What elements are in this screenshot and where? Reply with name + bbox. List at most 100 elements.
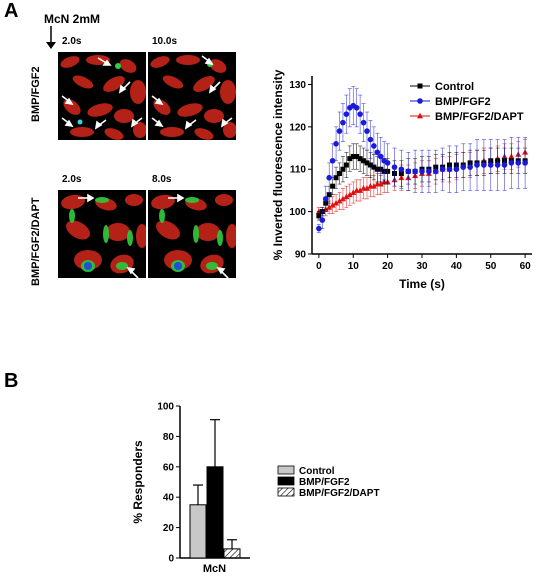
y-tick-label: 120 <box>289 122 306 133</box>
image-time-label: 8.0s <box>152 174 172 185</box>
row-label-bmp-fgf2-dapt: BMP/FGF2/DAPT <box>30 197 42 286</box>
x-tick-label: 60 <box>520 261 532 272</box>
data-point <box>412 168 418 175</box>
y-tick-label: 100 <box>289 207 306 218</box>
image-time-label: 10.0s <box>152 36 178 47</box>
legend-swatch <box>277 487 295 497</box>
data-point <box>453 166 460 173</box>
x-tick-label: 50 <box>485 261 497 272</box>
data-point <box>371 143 377 149</box>
y-axis-label: % Inverted fluorescence intensity <box>271 69 285 260</box>
legend-swatch <box>277 476 295 486</box>
row-label-bmp-fgf2: BMP/FGF2 <box>30 66 42 122</box>
data-point <box>364 160 370 166</box>
y-tick-label: 100 <box>157 402 174 413</box>
data-point <box>337 170 342 176</box>
micrograph-bmp-fgf2-t2: 10.0s <box>148 36 237 140</box>
y-tick-label: 60 <box>163 462 175 473</box>
data-point <box>336 197 343 204</box>
micrograph-image <box>148 52 237 140</box>
data-point <box>340 119 346 126</box>
micrograph-image <box>58 52 147 140</box>
data-point <box>417 83 423 89</box>
bar-bmp-fgf2 <box>206 466 224 559</box>
bar-control <box>189 504 207 559</box>
data-point <box>364 185 370 191</box>
stimulus-arrow-icon <box>46 26 56 49</box>
data-point <box>329 202 336 208</box>
data-point <box>357 187 364 193</box>
legend-label: BMP/FGF2 <box>435 96 491 108</box>
data-point <box>343 111 350 117</box>
y-tick-label: 90 <box>295 250 307 261</box>
line-chart: 90 100 110 120 130 0 10 20 30 40 50 60 Time (s) % Inv… <box>271 69 532 291</box>
x-tick-label: 10 <box>348 261 360 272</box>
y-tick-label: 110 <box>290 165 307 176</box>
data-point <box>326 192 332 198</box>
bar-bmp-fgf2-dapt <box>223 548 241 559</box>
data-point <box>326 204 333 210</box>
data-point <box>350 154 356 160</box>
data-point <box>405 168 412 175</box>
data-point <box>384 160 391 166</box>
y-tick-label: 0 <box>168 554 174 565</box>
legend-label: BMP/FGF2/DAPT <box>435 111 524 123</box>
data-point <box>354 154 360 160</box>
data-point <box>357 156 363 162</box>
data-point <box>322 196 329 202</box>
data-point <box>508 160 515 166</box>
data-point <box>340 166 346 172</box>
x-tick-label: 0 <box>316 261 322 272</box>
data-point <box>336 128 343 134</box>
data-point <box>522 160 528 166</box>
data-point <box>316 213 322 219</box>
micrograph-image <box>58 190 148 279</box>
data-point <box>377 153 384 160</box>
data-point <box>339 195 346 202</box>
data-point <box>357 111 363 117</box>
x-tick-label: 30 <box>416 261 428 272</box>
y-tick-label: 130 <box>289 80 306 91</box>
category-label: McN <box>203 563 226 575</box>
data-point <box>329 157 336 164</box>
data-point <box>370 182 377 189</box>
data-point <box>374 149 381 156</box>
data-point <box>367 162 373 168</box>
micrograph-image <box>148 190 238 279</box>
data-point <box>361 158 367 164</box>
micrograph-bmp-fgf2-dapt-t1: 2.0s <box>58 174 148 279</box>
data-point <box>316 225 322 232</box>
y-tick-label: 80 <box>163 432 175 443</box>
image-time-label: 2.0s <box>62 36 82 47</box>
data-point <box>439 166 446 173</box>
data-point <box>343 193 350 200</box>
data-point <box>343 162 349 168</box>
data-point <box>460 164 467 170</box>
data-point <box>371 164 377 170</box>
image-time-label: 2.0s <box>62 174 82 185</box>
series-bmp-fgf2 <box>316 86 528 234</box>
data-point <box>333 175 339 181</box>
data-point <box>426 168 432 175</box>
data-point <box>432 168 439 175</box>
x-tick-label: 40 <box>451 261 463 272</box>
legend-label: Control <box>299 466 335 477</box>
data-point <box>481 162 487 168</box>
legend-swatch <box>277 465 295 475</box>
data-point <box>353 104 360 111</box>
y-axis-label: % Responders <box>131 440 145 524</box>
data-point <box>333 141 339 147</box>
data-point <box>347 156 353 162</box>
y-tick-label: 40 <box>163 493 175 504</box>
data-point <box>487 162 494 168</box>
data-point <box>391 164 398 170</box>
data-point <box>474 162 480 168</box>
legend-label: BMP/FGF2/DAPT <box>299 488 380 499</box>
panel-b-label: B <box>4 370 19 392</box>
data-point <box>319 217 326 223</box>
data-point <box>467 164 473 170</box>
data-point <box>330 183 336 189</box>
x-axis-label: Time (s) <box>399 277 445 291</box>
data-point <box>417 98 423 104</box>
